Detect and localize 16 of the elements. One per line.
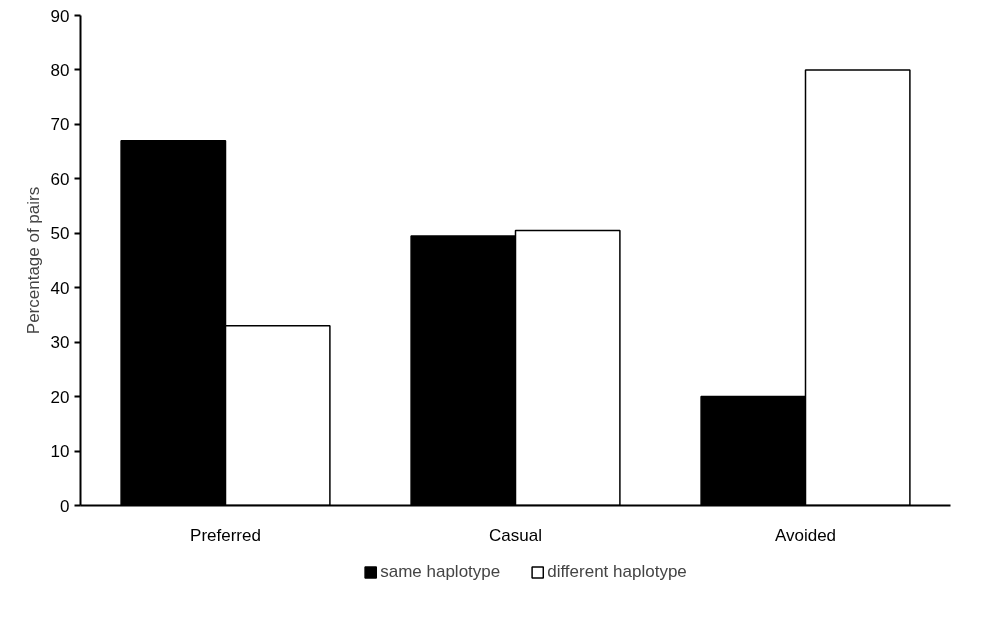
y-tick-label: 60 [50,169,70,189]
legend-label: same haplotype [380,562,501,582]
x-tick-label: Avoided [774,525,837,545]
y-tick-label: 70 [50,115,70,135]
y-tick-label: 90 [50,6,70,26]
y-tick-label: 50 [50,224,70,244]
x-tick-label: Casual [489,525,542,545]
y-tick-label: 0 [60,496,70,516]
y-tick-label: 20 [50,387,70,407]
y-axis-title: Percentage of pairs [23,186,43,335]
y-tick-label: 80 [50,60,70,80]
y-tick-label: 30 [50,333,70,353]
legend-label: different haplotype [547,562,687,582]
y-tick-label: 40 [50,278,70,298]
y-tick-label: 10 [50,442,70,462]
x-tick-label: Preferred [190,525,261,545]
